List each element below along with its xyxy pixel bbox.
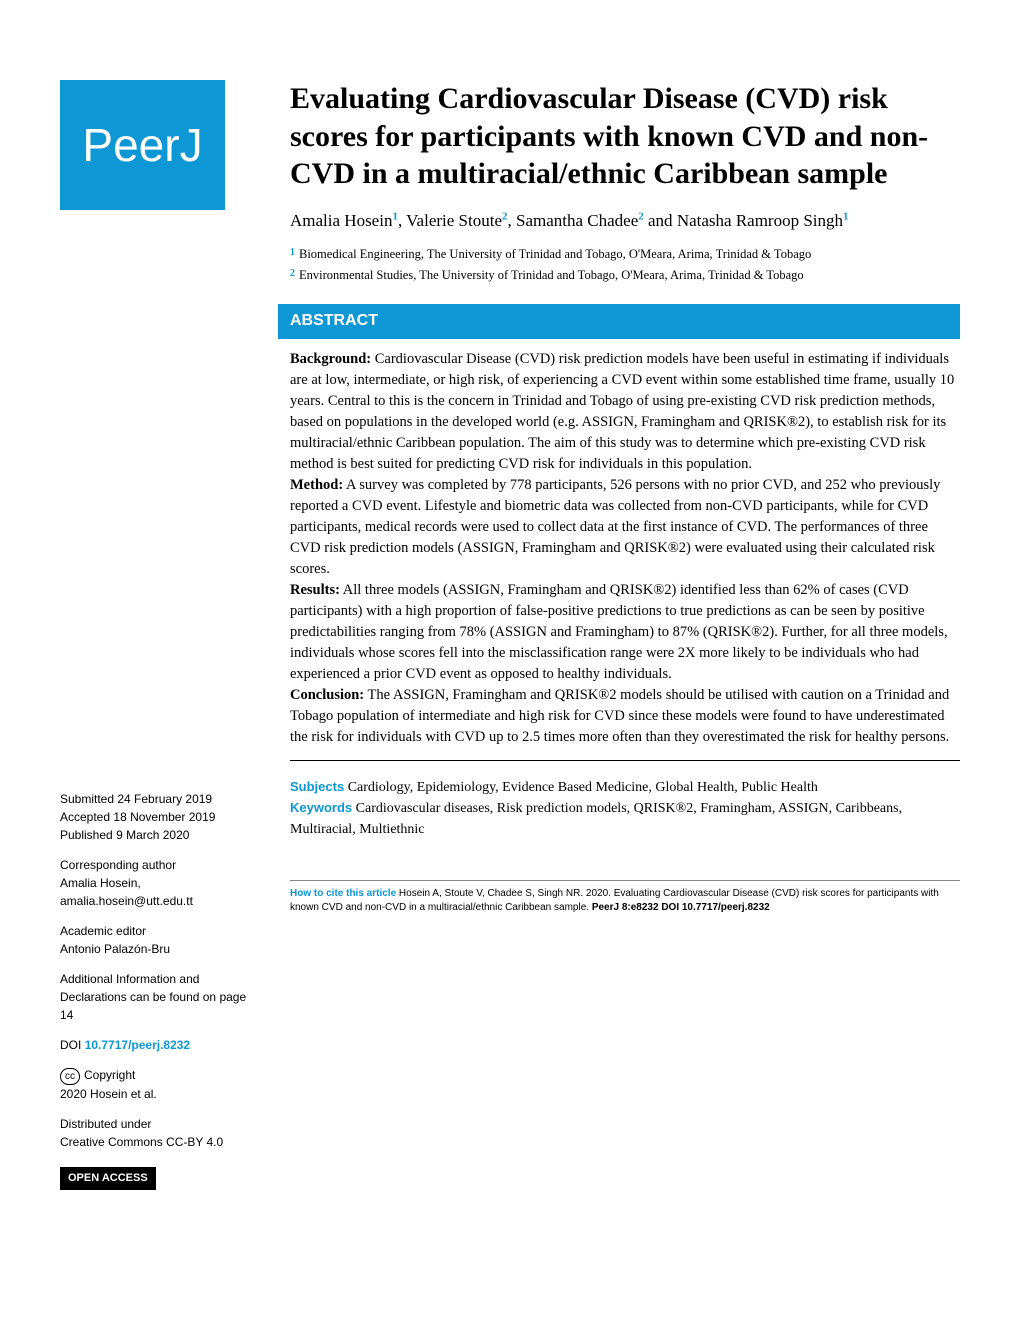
affiliation-item: 1 Biomedical Engineering, The University…	[290, 246, 960, 264]
cite-journal: PeerJ 8:e8232 DOI 10.7717/peerj.8232	[592, 902, 770, 913]
cc-icon: cc	[60, 1068, 80, 1085]
abstract-results-label: Results:	[290, 582, 340, 598]
subjects-label: Subjects	[290, 779, 344, 794]
doi-link[interactable]: 10.7717/peerj.8232	[85, 1038, 190, 1052]
author-aff: 1	[392, 210, 398, 222]
author-name: Natasha Ramroop Singh	[677, 211, 843, 230]
copyright-section: cc Copyright 2020 Hosein et al.	[60, 1066, 260, 1103]
published-date: 9 March 2020	[116, 828, 189, 842]
accepted-date: 18 November 2019	[113, 810, 215, 824]
keywords-label: Keywords	[290, 800, 352, 815]
author-aff: 1	[843, 210, 849, 222]
affiliation-item: 2 Environmental Studies, The University …	[290, 267, 960, 285]
article-title: Evaluating Cardiovascular Disease (CVD) …	[290, 80, 960, 193]
academic-editor: Academic editor Antonio Palazón-Bru	[60, 922, 260, 958]
author-name: Valerie Stoute	[406, 211, 502, 230]
subjects-text: Cardiology, Epidemiology, Evidence Based…	[344, 780, 818, 795]
article-metadata: Submitted 24 February 2019 Accepted 18 N…	[60, 790, 260, 1190]
author-aff: 2	[638, 210, 644, 222]
cite-label: How to cite this article	[290, 888, 396, 899]
author-list: Amalia Hosein1, Valerie Stoute2, Samanth…	[290, 209, 960, 233]
doi-label: DOI	[60, 1038, 81, 1052]
affiliation-text: Environmental Studies, The University of…	[299, 267, 804, 285]
affiliation-number: 2	[290, 267, 295, 285]
copyright-label: Copyright	[84, 1068, 135, 1082]
submitted-date: 24 February 2019	[117, 792, 212, 806]
abstract-conclusion-label: Conclusion:	[290, 687, 364, 703]
accepted-label: Accepted	[60, 810, 110, 824]
affiliation-number: 1	[290, 246, 295, 264]
affiliation-text: Biomedical Engineering, The University o…	[299, 246, 811, 264]
doi-section: DOI 10.7717/peerj.8232	[60, 1036, 260, 1054]
abstract-heading: ABSTRACT	[278, 304, 960, 338]
affiliations-list: 1 Biomedical Engineering, The University…	[290, 246, 960, 284]
keywords-text: Cardiovascular diseases, Risk prediction…	[290, 801, 902, 837]
abstract-method-text: A survey was completed by 778 participan…	[290, 477, 940, 577]
journal-logo: PeerJ	[60, 80, 225, 210]
abstract-background-text: Cardiovascular Disease (CVD) risk predic…	[290, 351, 954, 472]
citation-footer: How to cite this article Hosein A, Stout…	[290, 880, 960, 915]
abstract-background-label: Background:	[290, 351, 371, 367]
academic-editor-label: Academic editor	[60, 924, 146, 938]
distributed-text: Creative Commons CC-BY 4.0	[60, 1135, 223, 1149]
corr-author-name: Amalia Hosein,	[60, 876, 141, 890]
distributed-section: Distributed under Creative Commons CC-BY…	[60, 1115, 260, 1151]
additional-info: Additional Information and Declarations …	[60, 970, 260, 1024]
author-name: Amalia Hosein	[290, 211, 392, 230]
author-aff: 2	[502, 210, 508, 222]
academic-editor-name: Antonio Palazón-Bru	[60, 942, 170, 956]
author-name: Samantha Chadee	[516, 211, 638, 230]
abstract-body: Background: Cardiovascular Disease (CVD)…	[290, 349, 960, 748]
submitted-label: Submitted	[60, 792, 114, 806]
divider	[290, 760, 960, 761]
published-label: Published	[60, 828, 113, 842]
open-access-badge: OPEN ACCESS	[60, 1167, 156, 1190]
corresponding-author: Corresponding author Amalia Hosein, amal…	[60, 856, 260, 910]
corr-author-label: Corresponding author	[60, 858, 176, 872]
abstract-method-label: Method:	[290, 477, 343, 493]
copyright-text: 2020 Hosein et al.	[60, 1087, 157, 1101]
abstract-results-text: All three models (ASSIGN, Framingham and…	[290, 582, 948, 682]
corr-author-email: amalia.hosein@utt.edu.tt	[60, 894, 193, 908]
date-submitted: Submitted 24 February 2019 Accepted 18 N…	[60, 790, 260, 844]
subjects-keywords-block: Subjects Cardiology, Epidemiology, Evide…	[290, 777, 960, 840]
distributed-label: Distributed under	[60, 1117, 151, 1131]
abstract-conclusion-text: The ASSIGN, Framingham and QRISK®2 model…	[290, 687, 949, 745]
